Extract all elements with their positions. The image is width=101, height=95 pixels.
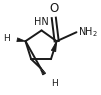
- Polygon shape: [17, 38, 25, 42]
- Polygon shape: [51, 41, 57, 52]
- Text: H: H: [3, 34, 9, 43]
- Text: H: H: [51, 79, 58, 88]
- Text: NH$_2$: NH$_2$: [78, 25, 98, 39]
- Text: O: O: [49, 2, 58, 15]
- Text: HN: HN: [34, 17, 49, 27]
